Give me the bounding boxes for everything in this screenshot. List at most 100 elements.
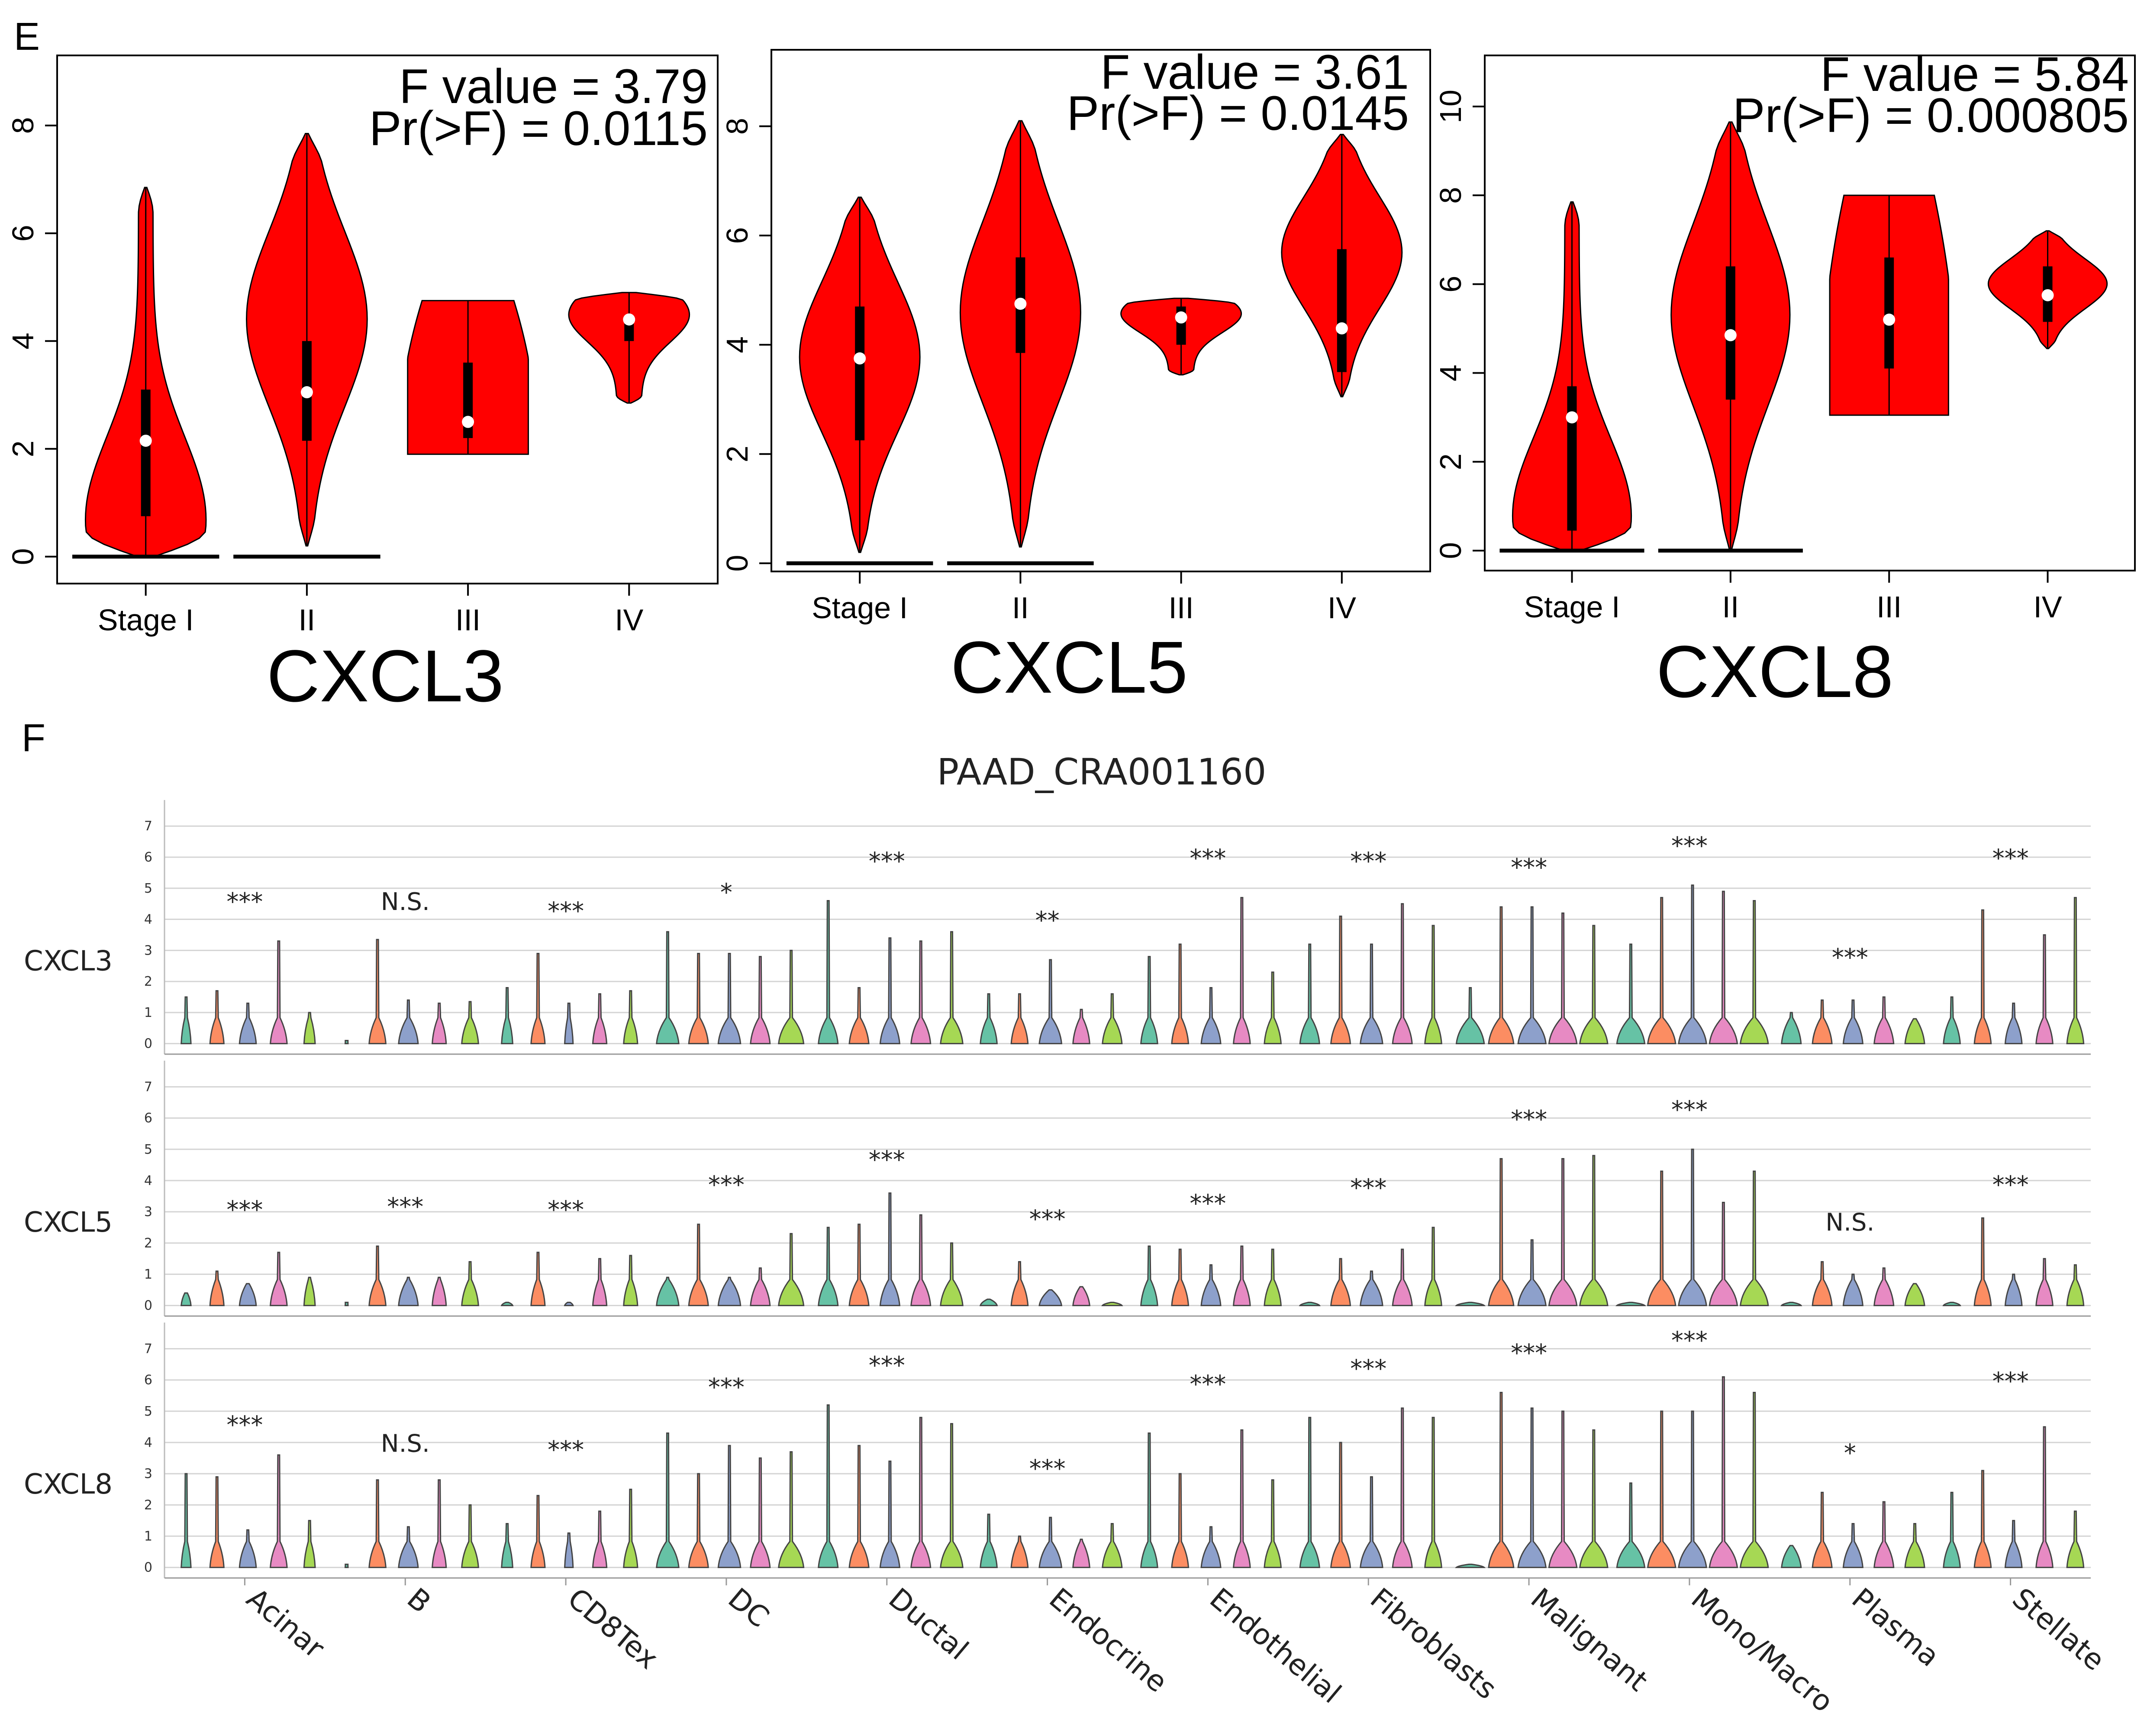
y-tick-label: 6: [144, 850, 152, 865]
y-tick-label: 4: [6, 332, 40, 349]
cell-violin: [501, 1523, 513, 1568]
x-tick-label: IV: [615, 603, 643, 637]
cell-violin: [1330, 915, 1351, 1045]
x-tick-label: II: [1012, 591, 1029, 625]
cell-violin: [1678, 884, 1707, 1045]
y-tick-label: 6: [720, 227, 754, 244]
significance-label: **: [1035, 907, 1060, 935]
cell-violin: [688, 1473, 709, 1568]
cell-violin: [1360, 1270, 1383, 1307]
cell-violin: [1842, 999, 1864, 1045]
y-tick-label: 5: [144, 881, 152, 896]
cell-violin: [879, 1460, 900, 1568]
violin-median-dot: [139, 435, 152, 447]
cell-violin: [1904, 1283, 1925, 1307]
p-value-label: Pr(>F) = 0.0115: [369, 101, 708, 155]
cell-type-label: Stellate: [2006, 1581, 2111, 1677]
cell-violin: [239, 1529, 257, 1568]
cell-violin: [1102, 1523, 1123, 1568]
cell-violin: [1038, 1517, 1063, 1568]
cell-violin: [2066, 1264, 2085, 1307]
significance-label: ***: [548, 1196, 584, 1224]
significance-label: ***: [708, 1374, 745, 1402]
y-tick-label: 0: [144, 1036, 152, 1052]
f-value-label: F value = 3.79: [399, 59, 708, 113]
cell-violin: [2004, 1273, 2023, 1307]
cell-violin: [980, 1513, 998, 1568]
cell-violin: [750, 1457, 771, 1568]
cell-violin: [461, 1261, 479, 1307]
cell-violin: [910, 940, 932, 1045]
panel-letter-e: E: [14, 15, 40, 58]
cell-violin: [1904, 1018, 1925, 1045]
plot-frame: [56, 55, 719, 584]
cell-violin: [1548, 1410, 1578, 1568]
y-tick-label: 3: [144, 943, 152, 958]
cell-violin: [368, 1245, 387, 1307]
cell-violin: [2035, 1258, 2054, 1307]
cell-violin: [1973, 1217, 1992, 1307]
cell-violin: [303, 1277, 316, 1307]
gene-title: CXCL3: [267, 635, 504, 717]
x-tick-label: Stage I: [1524, 590, 1620, 624]
significance-label: ***: [1190, 845, 1226, 873]
cell-violin: [368, 1479, 387, 1568]
cell-violin: [181, 996, 192, 1045]
cell-violin: [1488, 1392, 1515, 1568]
plot-frame: [771, 49, 1431, 572]
cell-violin: [1233, 1245, 1251, 1307]
cell-violin: [1102, 993, 1123, 1045]
y-tick-label: 1: [144, 1005, 152, 1020]
cell-violin: [778, 1233, 805, 1307]
y-tick-label: 2: [144, 974, 152, 989]
cell-violin: [656, 1432, 680, 1568]
significance-label: ***: [1671, 832, 1708, 860]
cell-violin: [1942, 1301, 1961, 1307]
cell-violin: [656, 1277, 680, 1307]
significance-label: ***: [1832, 944, 1868, 972]
cell-violin: [1739, 1392, 1769, 1568]
y-tick-label: 0: [6, 548, 40, 565]
cell-violin: [1140, 1432, 1158, 1568]
x-tick-label: Stage I: [98, 603, 194, 637]
y-tick-label: 4: [144, 1435, 152, 1450]
cell-violin: [2066, 1510, 2085, 1568]
cell-violin: [910, 1417, 932, 1568]
cell-violin: [1678, 1410, 1707, 1568]
cell-violin: [1171, 1249, 1190, 1307]
cell-violin: [209, 1476, 225, 1568]
significance-label: ***: [226, 1196, 263, 1224]
significance-label: ***: [226, 1411, 263, 1439]
y-tick-label: 6: [144, 1111, 152, 1126]
x-tick-label: II: [298, 603, 315, 637]
plot-frame: [1484, 55, 2136, 571]
significance-label: ***: [1992, 1367, 2029, 1395]
violin-median-dot: [1883, 313, 1896, 326]
cell-violin: [1488, 1158, 1515, 1307]
significance-label: ***: [1511, 1339, 1547, 1367]
cell-violin: [1517, 1407, 1547, 1568]
cell-violin: [1973, 909, 1992, 1045]
cell-violin: [1780, 1301, 1802, 1307]
significance-label: ***: [1350, 1174, 1386, 1202]
cell-type-label: Ductal: [882, 1581, 974, 1666]
cell-violin: [1842, 1273, 1864, 1307]
y-tick-label: 4: [1434, 365, 1467, 381]
f-value-label: F value = 5.84: [1820, 47, 2129, 101]
cell-violin: [1873, 996, 1895, 1045]
cell-violin: [1299, 1417, 1320, 1568]
cell-violin: [1360, 1476, 1383, 1568]
cell-violin: [1038, 959, 1063, 1045]
x-tick-label: IV: [2033, 590, 2062, 624]
violin-median-dot: [1014, 297, 1027, 310]
cell-violin: [623, 990, 638, 1045]
cell-violin: [1678, 1149, 1707, 1307]
cell-violin: [1943, 1491, 1961, 1568]
cell-violin: [344, 1301, 349, 1307]
violin-iqr-box: [1567, 386, 1577, 531]
cell-violin: [717, 1445, 742, 1568]
significance-label: ***: [1992, 1171, 2029, 1199]
cell-violin: [344, 1039, 349, 1045]
